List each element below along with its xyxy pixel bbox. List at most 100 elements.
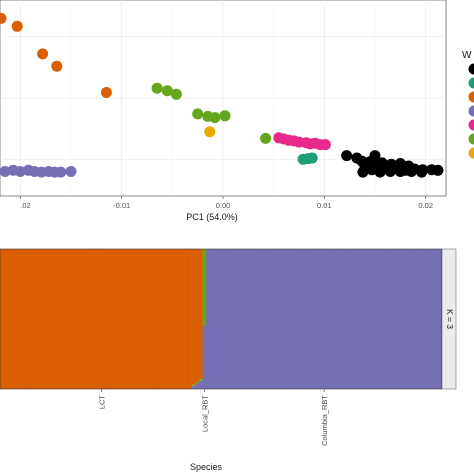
ancestry-bar-segment — [173, 249, 178, 389]
ancestry-bar-segment — [401, 249, 406, 389]
ancestry-bar-segment — [106, 249, 111, 389]
ancestry-bar-segment — [364, 249, 369, 389]
pca-point — [209, 112, 221, 124]
ancestry-bar-segment — [430, 249, 435, 389]
ancestry-bar-segment — [176, 249, 181, 389]
ancestry-bar-segment — [232, 249, 237, 389]
ancestry-bar-segment — [33, 249, 38, 389]
ancestry-bar-segment — [51, 249, 56, 389]
pca-x-axis-title: PC1 (54.0%) — [186, 212, 238, 222]
ancestry-bar-segment — [147, 249, 152, 389]
ancestry-bar-segment — [3, 249, 8, 389]
ancestry-bar-segment — [125, 249, 130, 389]
pca-point — [37, 48, 49, 60]
ancestry-bar-segment — [121, 249, 126, 389]
ancestry-bar-segment — [268, 249, 273, 389]
ancestry-bar-segment — [254, 249, 259, 389]
ancestry-bar-segment — [224, 249, 229, 389]
ancestry-bar-segment — [92, 249, 97, 389]
ancestry-bar-segment — [25, 249, 30, 389]
ancestry-bar-segment — [283, 249, 288, 389]
ancestry-bar-segment — [261, 249, 266, 389]
ancestry-bar-segment — [69, 249, 74, 389]
ancestry-bar-segment — [36, 249, 41, 389]
ancestry-bar-segment — [331, 249, 336, 389]
ancestry-bar-segment — [390, 249, 395, 389]
ancestry-bar-segment — [202, 326, 207, 389]
pca-point — [406, 166, 417, 177]
pca-point — [170, 88, 182, 100]
ancestry-bar-segment — [316, 249, 321, 389]
facet-label: K = 3 — [445, 309, 455, 329]
ancestry-bar-segment — [397, 249, 402, 389]
ancestry-bar-segment — [313, 249, 318, 389]
legend-keys — [468, 63, 474, 159]
ancestry-bar-segment — [154, 249, 159, 389]
ancestry-bar-segment — [184, 249, 189, 389]
ancestry-bar-segment — [180, 249, 185, 389]
ancestry-bar-segment — [349, 249, 354, 389]
ancestry-bar-segment — [408, 249, 413, 389]
ancestry-bar-segment — [191, 249, 196, 385]
ancestry-bar-segment — [394, 249, 399, 389]
ancestry-bar-segment — [419, 249, 424, 389]
admixture-bars — [0, 249, 443, 389]
ancestry-bar-segment — [14, 249, 19, 389]
pca-point — [260, 132, 272, 144]
ancestry-bar-segment — [198, 249, 203, 380]
ancestry-bar-segment — [279, 249, 284, 389]
admixture-tick-label: Local_RBT — [200, 395, 209, 433]
ancestry-bar-segment — [290, 249, 295, 389]
ancestry-bar-segment — [434, 249, 439, 389]
ancestry-bar-segment — [209, 249, 214, 389]
ancestry-bar-segment — [195, 383, 200, 389]
pca-point — [11, 20, 23, 32]
ancestry-bar-segment — [272, 249, 277, 389]
ancestry-bar-segment — [342, 249, 347, 389]
pca-point — [0, 12, 7, 24]
ancestry-bar-segment — [95, 249, 100, 389]
ancestry-bar-segment — [128, 249, 133, 389]
ancestry-bar-segment — [55, 249, 60, 389]
pca-point — [151, 82, 163, 94]
pca-point — [394, 166, 406, 177]
ancestry-bar-segment — [438, 249, 443, 389]
ancestry-bar-segment — [423, 249, 428, 389]
legend-key — [468, 147, 474, 159]
ancestry-bar-segment — [298, 249, 303, 389]
ancestry-bar-segment — [11, 249, 16, 389]
ancestry-bar-segment — [235, 249, 240, 389]
ancestry-bar-segment — [18, 249, 23, 389]
ancestry-bar-segment — [103, 249, 108, 389]
pca-panel: .02 -0.01 0.00 0.01 0.02 PC1 (54.0%) — [0, 0, 447, 222]
ancestry-bar-segment — [243, 249, 248, 389]
ancestry-bar-segment — [217, 249, 222, 389]
ancestry-bar-segment — [77, 249, 82, 389]
ancestry-bar-segment — [198, 380, 203, 389]
pca-point — [319, 139, 331, 151]
ancestry-bar-segment — [44, 249, 49, 389]
ancestry-bar-segment — [213, 249, 218, 389]
pca-point — [65, 166, 77, 177]
pca-point — [341, 150, 353, 162]
ancestry-bar-segment — [294, 249, 299, 389]
ancestry-bar-segment — [191, 386, 196, 389]
pca-point — [432, 164, 444, 176]
ancestry-bar-segment — [228, 249, 233, 389]
pca-point — [306, 152, 318, 164]
ancestry-bar-segment — [405, 249, 410, 389]
pca-point — [55, 166, 67, 178]
pca-tick-label: 0.02 — [418, 201, 433, 210]
ancestry-bar-segment — [169, 249, 174, 389]
ancestry-bar-segment — [383, 249, 388, 389]
ancestry-bar-segment — [191, 384, 196, 387]
ancestry-bar-segment — [360, 249, 365, 389]
ancestry-bar-segment — [357, 249, 362, 389]
pca-point — [51, 60, 63, 72]
pca-tick-label: -0.01 — [113, 201, 130, 210]
ancestry-bar-segment — [136, 249, 141, 389]
pca-point — [192, 108, 204, 120]
ancestry-bar-segment — [320, 249, 325, 389]
pca-point — [357, 166, 369, 178]
